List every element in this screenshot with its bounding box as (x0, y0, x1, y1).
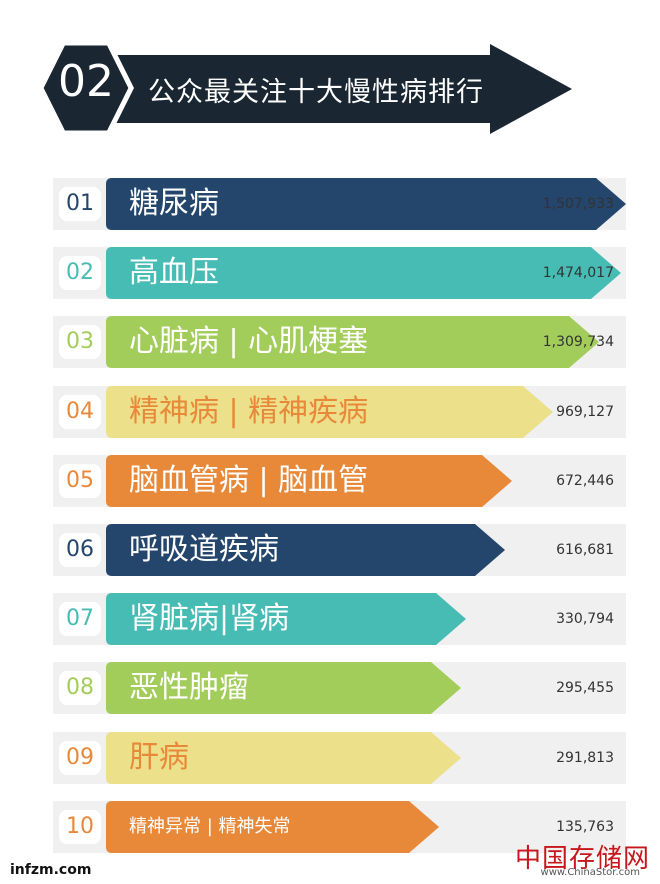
header-number: 02 (58, 56, 114, 107)
bar-value-03: 1,309,734 (542, 334, 614, 350)
table-row: 02 高血压 1,474,017 (53, 247, 626, 299)
rank-badge-05: 05 (59, 464, 101, 498)
rank-badge-07: 07 (59, 602, 101, 636)
header-banner (38, 40, 572, 136)
rank-badge-08: 08 (59, 671, 101, 705)
bar-shape-01 (106, 178, 626, 230)
bar-09 (106, 732, 461, 784)
bar-value-10: 135,763 (556, 819, 614, 835)
rank-badge-01: 01 (59, 187, 101, 221)
bar-value-09: 291,813 (556, 750, 614, 766)
watermark-chinastor-en: www.ChinaStor.com (540, 867, 640, 878)
bar-label-08: 恶性肿瘤 (129, 670, 249, 705)
table-row: 10 精神异常 | 精神失常 135,763 (53, 801, 626, 853)
bar-label-02: 高血压 (129, 255, 219, 290)
table-row: 08 恶性肿瘤 295,455 (53, 662, 626, 714)
rank-badge-10: 10 (59, 810, 101, 844)
header-title: 公众最关注十大慢性病排行 (148, 77, 484, 108)
bar-label-09: 肝病 (129, 740, 189, 775)
bar-shape-06 (106, 524, 505, 576)
table-row: 03 心脏病 | 心肌梗塞 1,309,734 (53, 316, 626, 368)
bar-shape-04 (106, 386, 553, 438)
rank-badge-06: 06 (59, 533, 101, 567)
bar-value-06: 616,681 (556, 542, 614, 558)
bar-label-04: 精神病 | 精神疾病 (129, 394, 369, 429)
bar-shape-07 (106, 593, 466, 645)
rank-badge-03: 03 (59, 325, 101, 359)
bar-06 (106, 524, 505, 576)
bar-label-01: 糖尿病 (129, 186, 219, 221)
table-row: 07 肾脏病|肾病 330,794 (53, 593, 626, 645)
bar-value-08: 295,455 (556, 680, 614, 696)
bar-08 (106, 662, 461, 714)
bar-07 (106, 593, 466, 645)
watermark-chinastor-cn: 中国存储网 (514, 844, 650, 874)
bar-shape-08 (106, 662, 461, 714)
bar-value-07: 330,794 (556, 611, 614, 627)
table-row: 05 脑血管病 | 脑血管 672,446 (53, 455, 626, 507)
bar-05 (106, 455, 512, 507)
bar-shape-05 (106, 455, 512, 507)
bar-10 (106, 801, 439, 853)
bar-shape-09 (106, 732, 461, 784)
bar-01 (106, 178, 626, 230)
rank-badge-04: 04 (59, 395, 101, 429)
rank-badge-02: 02 (59, 256, 101, 290)
bar-value-05: 672,446 (556, 473, 614, 489)
bar-value-02: 1,474,017 (542, 265, 614, 281)
header-hexagon (40, 42, 132, 134)
bar-label-10: 精神异常 | 精神失常 (129, 816, 291, 837)
table-row: 09 肝病 291,813 (53, 732, 626, 784)
bar-label-03: 心脏病 | 心肌梗塞 (129, 324, 369, 359)
rank-badge-09: 09 (59, 741, 101, 775)
bar-shape-02 (106, 247, 621, 299)
bar-label-05: 脑血管病 | 脑血管 (129, 463, 369, 498)
bar-label-07: 肾脏病|肾病 (129, 601, 290, 636)
bar-shape-10 (106, 801, 439, 853)
table-row: 06 呼吸道疾病 616,681 (53, 524, 626, 576)
bar-value-04: 969,127 (556, 404, 614, 420)
bar-02 (106, 247, 621, 299)
table-row: 04 精神病 | 精神疾病 969,127 (53, 386, 626, 438)
header-arrow (100, 44, 572, 134)
bar-label-06: 呼吸道疾病 (129, 532, 279, 567)
table-row: 01 糖尿病 1,507,933 (53, 178, 626, 230)
bar-shape-03 (106, 316, 599, 368)
bar-03 (106, 316, 599, 368)
watermark-infzm: infzm.com (10, 862, 92, 878)
bar-04 (106, 386, 553, 438)
bar-value-01: 1,507,933 (542, 196, 614, 212)
